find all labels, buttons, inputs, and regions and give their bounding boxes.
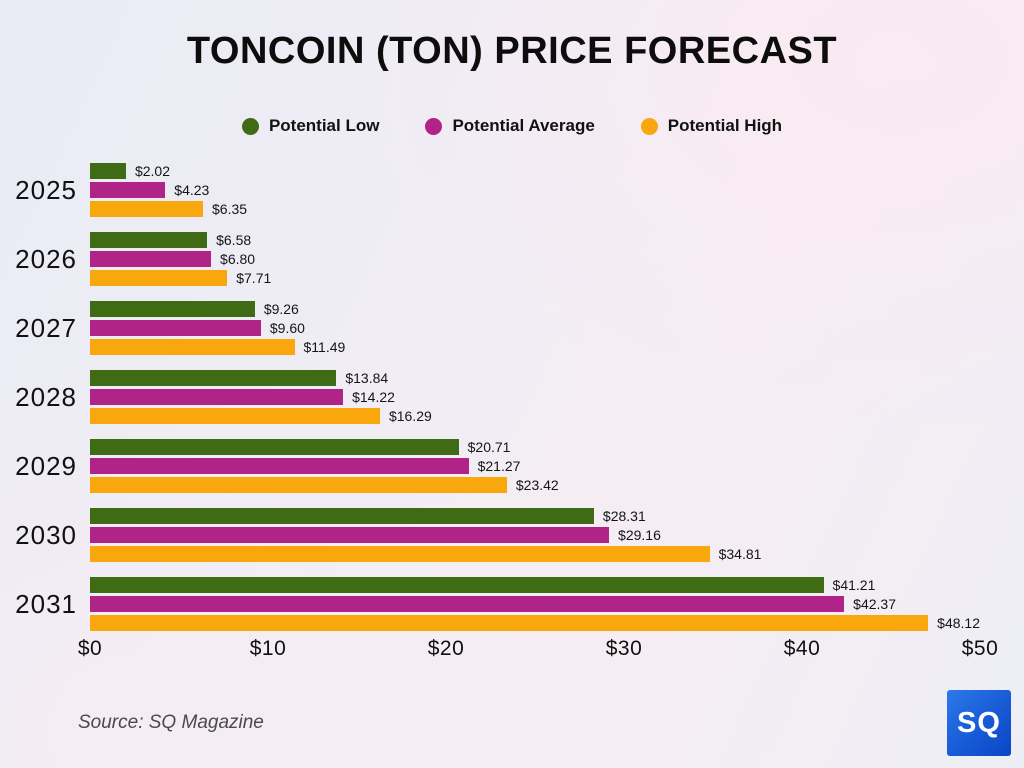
bar-potential-average <box>90 182 166 198</box>
sq-magazine-logo: SQ <box>947 690 1011 756</box>
legend-item-label: Potential Average <box>452 116 595 135</box>
bar-row: $20.71 <box>90 439 980 455</box>
legend-item-label: Potential High <box>667 116 783 135</box>
x-axis-tick-label: $30 <box>605 637 643 660</box>
source-credit: Source: SQ Magazine <box>78 712 264 733</box>
bar-row: $29.16 <box>90 527 980 543</box>
bar-row: $6.35 <box>90 201 980 217</box>
x-axis-tick-label: $40 <box>783 637 821 660</box>
year-group: 2027 $9.26 $9.60 $11.49 <box>0 301 1024 355</box>
bar-row: $48.12 <box>90 615 980 631</box>
bar-value-label: $29.16 <box>618 527 661 543</box>
bar-potential-low <box>90 370 337 386</box>
bar-potential-high <box>90 408 380 424</box>
bar-chart: 2025 $2.02 $4.23 $6.35 2026 $6.58 $6.80 $7.71 20… <box>0 163 1024 631</box>
year-group: 2026 $6.58 $6.80 $7.71 <box>0 232 1024 286</box>
bar-row: $7.71 <box>90 270 980 286</box>
legend-item: Potential High <box>640 116 783 136</box>
bar-potential-low <box>90 439 459 455</box>
bar-value-label: $21.27 <box>477 458 521 474</box>
bar-value-label: $28.31 <box>602 508 646 524</box>
bar-value-label: $48.12 <box>937 615 980 631</box>
bar-value-label: $20.71 <box>467 439 511 455</box>
bar-potential-average <box>90 320 261 336</box>
legend-item: Potential Average <box>425 116 595 136</box>
chart-title: TONCOIN (TON) PRICE FORECAST <box>186 30 838 72</box>
year-label: 2031 <box>15 588 77 619</box>
x-axis-tick-label: $0 <box>77 637 103 660</box>
year-group: 2029 $20.71 $21.27 $23.42 <box>0 439 1024 493</box>
x-axis-tick-label: $50 <box>961 637 999 660</box>
bar-potential-average <box>90 458 469 474</box>
legend-color-dot-icon <box>640 117 658 135</box>
bar-value-label: $34.81 <box>718 546 762 562</box>
bar-row: $11.49 <box>90 339 980 355</box>
year-group: 2030 $28.31 $29.16 $34.81 <box>0 508 1024 562</box>
bar-row: $21.27 <box>90 458 980 474</box>
bar-potential-low <box>90 163 126 179</box>
bar-row: $9.26 <box>90 301 980 317</box>
year-group: 2031 $41.21 $42.37 $48.12 <box>0 577 1024 631</box>
bar-potential-average <box>90 251 212 267</box>
legend-color-dot-icon <box>241 117 259 135</box>
bar-value-label: $7.71 <box>236 270 272 286</box>
bar-value-label: $14.22 <box>352 389 395 405</box>
bar-row: $4.23 <box>90 182 980 198</box>
year-label: 2030 <box>15 519 77 550</box>
bar-value-label: $2.02 <box>134 163 170 179</box>
bar-row: $41.21 <box>90 577 980 593</box>
x-axis: $0 $10 $20 $30 $40 $50 <box>78 637 998 663</box>
bar-value-label: $42.37 <box>853 596 896 612</box>
bar-row: $28.31 <box>90 508 980 524</box>
year-group: 2025 $2.02 $4.23 $6.35 <box>0 163 1024 217</box>
bar-value-label: $16.29 <box>388 408 432 424</box>
x-axis-tick-label: $20 <box>427 637 465 660</box>
bar-row: $2.02 <box>90 163 980 179</box>
bar-value-label: $23.42 <box>515 477 559 493</box>
bar-value-label: $13.84 <box>345 370 389 386</box>
bar-potential-low <box>90 577 824 593</box>
year-group: 2028 $13.84 $14.22 $16.29 <box>0 370 1024 424</box>
legend-item-label: Potential Low <box>268 116 380 135</box>
year-label: 2025 <box>15 174 77 205</box>
year-label: 2029 <box>15 450 77 481</box>
bar-potential-average <box>90 389 344 405</box>
bar-potential-low <box>90 508 594 524</box>
year-label: 2027 <box>15 312 77 343</box>
bar-value-label: $11.49 <box>303 339 346 355</box>
bar-potential-low <box>90 232 208 248</box>
legend-color-dot-icon <box>425 117 443 135</box>
bar-value-label: $6.58 <box>216 232 252 248</box>
bar-potential-high <box>90 477 507 493</box>
bar-potential-average <box>90 527 610 543</box>
bar-value-label: $6.80 <box>220 251 256 267</box>
bar-value-label: $9.60 <box>269 320 305 336</box>
year-label: 2028 <box>15 381 77 412</box>
bar-potential-low <box>90 301 255 317</box>
bar-row: $14.22 <box>90 389 980 405</box>
bar-row: $42.37 <box>90 596 980 612</box>
bar-row: $16.29 <box>90 408 980 424</box>
bar-value-label: $6.35 <box>212 201 248 217</box>
bar-row: $9.60 <box>90 320 980 336</box>
bar-value-label: $9.26 <box>263 301 299 317</box>
x-axis-tick-label: $10 <box>249 637 287 660</box>
legend-item: Potential Low <box>241 116 380 136</box>
chart-legend: Potential Low Potential Average Potential … <box>0 116 1024 136</box>
bar-potential-high <box>90 615 929 631</box>
bar-row: $23.42 <box>90 477 980 493</box>
bar-potential-high <box>90 339 295 355</box>
bar-value-label: $41.21 <box>832 577 876 593</box>
bar-potential-high <box>90 201 204 217</box>
bar-row: $6.80 <box>90 251 980 267</box>
bar-row: $13.84 <box>90 370 980 386</box>
bar-value-label: $4.23 <box>174 182 210 198</box>
bar-potential-high <box>90 270 228 286</box>
bar-potential-average <box>90 596 845 612</box>
year-label: 2026 <box>15 243 77 274</box>
bar-row: $34.81 <box>90 546 980 562</box>
bar-row: $6.58 <box>90 232 980 248</box>
bar-potential-high <box>90 546 710 562</box>
